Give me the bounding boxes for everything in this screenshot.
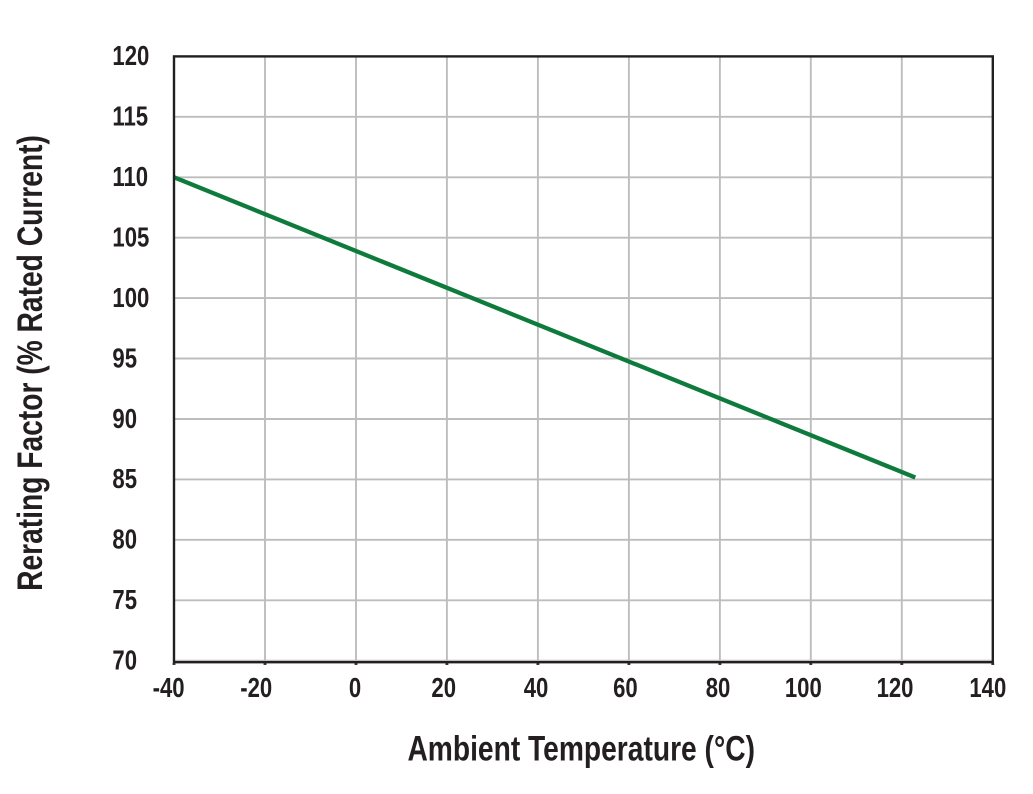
svg-text:100: 100 bbox=[112, 282, 149, 313]
svg-text:Ambient Temperature (°C): Ambient Temperature (°C) bbox=[407, 728, 755, 768]
svg-text:120: 120 bbox=[877, 672, 914, 703]
svg-text:-40: -40 bbox=[153, 672, 185, 703]
svg-text:90: 90 bbox=[112, 403, 137, 434]
svg-text:115: 115 bbox=[112, 101, 148, 132]
svg-text:-20: -20 bbox=[240, 672, 272, 703]
svg-text:110: 110 bbox=[112, 162, 148, 193]
svg-text:105: 105 bbox=[112, 222, 149, 253]
svg-text:40: 40 bbox=[524, 672, 549, 703]
svg-text:Rerating Factor (% Rated Curre: Rerating Factor (% Rated Current) bbox=[10, 135, 50, 591]
svg-text:100: 100 bbox=[785, 672, 822, 703]
svg-text:85: 85 bbox=[112, 464, 137, 495]
svg-text:60: 60 bbox=[613, 672, 638, 703]
svg-text:80: 80 bbox=[706, 672, 731, 703]
svg-text:20: 20 bbox=[431, 672, 456, 703]
svg-text:80: 80 bbox=[112, 524, 137, 555]
svg-text:70: 70 bbox=[112, 645, 137, 676]
svg-text:95: 95 bbox=[112, 343, 137, 374]
svg-text:75: 75 bbox=[112, 585, 137, 616]
svg-text:0: 0 bbox=[349, 672, 361, 703]
svg-text:120: 120 bbox=[112, 41, 149, 72]
svg-text:140: 140 bbox=[969, 672, 1006, 703]
